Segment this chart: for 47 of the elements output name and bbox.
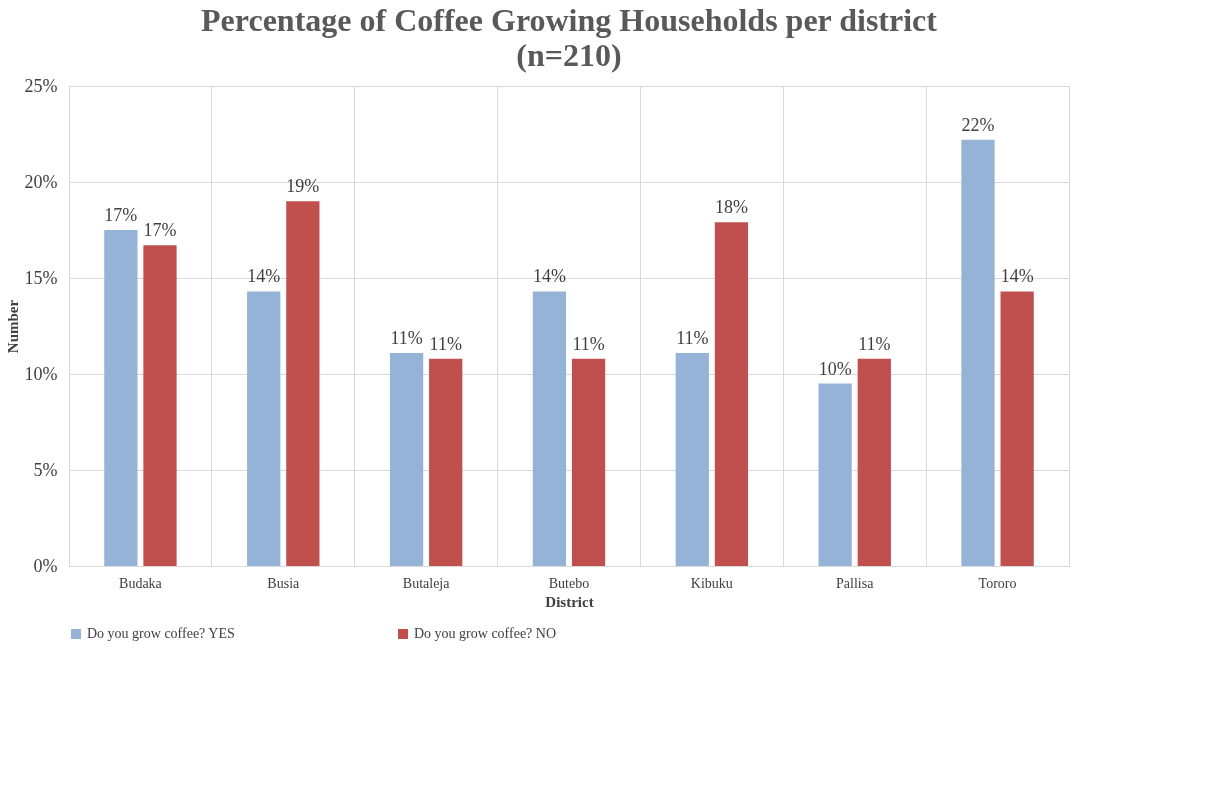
bar [675,352,709,566]
data-label: 11% [676,327,709,348]
y-axis-title: Number [4,299,21,354]
data-label: 11% [858,333,891,354]
x-tick-label: Budaka [119,575,163,591]
y-tick-label: 0% [33,555,58,576]
x-tick-label: Butaleja [402,575,451,591]
bar [571,358,606,566]
x-axis-title: District [545,593,594,610]
chart-subtitle: (n=210) [516,37,622,73]
legend-label: Do you grow coffee? NO [414,626,557,641]
legend-label: Do you grow coffee? YES [87,626,235,641]
data-label: 22% [961,114,995,135]
bar [714,222,749,566]
x-tick-label: Butebo [548,575,590,591]
data-label: 17% [104,205,138,225]
bar [104,230,138,566]
y-tick-label: 5% [33,459,58,480]
x-tick-label: Tororo [978,575,1017,591]
data-label: 10% [818,358,852,379]
bar [961,139,995,566]
bar [818,383,852,566]
x-tick-label: Busia [267,575,301,591]
y-tick-label: 15% [24,267,58,288]
bar [532,291,567,566]
bar [857,358,891,566]
x-tick-label: Kibuku [690,575,733,591]
data-label: 11% [429,333,462,354]
chart-title: Percentage of Coffee Growing Households per district [201,2,938,38]
data-label: 14% [247,266,281,287]
y-tick-label: 20% [24,171,58,192]
bar [286,201,320,566]
data-label: 14% [532,266,566,287]
data-label: 17% [143,220,177,241]
bar [429,358,463,566]
data-label: 19% [286,176,320,197]
data-label: 11% [572,333,605,354]
x-tick-label: Pallisa [836,575,875,591]
data-label: 18% [714,197,748,218]
bar [1000,291,1034,566]
y-tick-label: 10% [24,363,58,384]
bar [143,245,177,566]
data-label: 11% [390,327,423,348]
bar [389,352,424,566]
bar [247,291,281,566]
y-tick-label: 25% [24,75,58,96]
data-label: 14% [1000,266,1034,287]
